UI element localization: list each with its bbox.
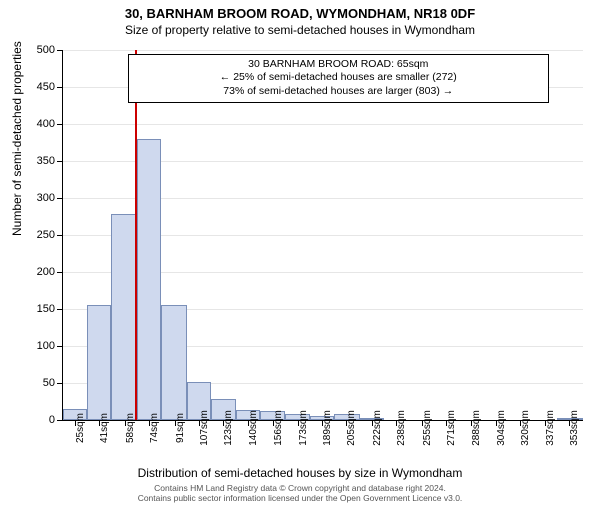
x-tick-label: 205sqm (346, 410, 357, 446)
histogram-bar (137, 139, 161, 420)
x-tick-label: 304sqm (496, 410, 507, 446)
page-title: 30, BARNHAM BROOM ROAD, WYMONDHAM, NR18 … (0, 6, 600, 21)
annotation-line: 30 BARNHAM BROOM ROAD: 65sqm (135, 58, 542, 72)
histogram-bar (87, 305, 111, 420)
attribution-text: Contains HM Land Registry data © Crown c… (0, 484, 600, 504)
x-tick-label: 320sqm (520, 410, 531, 446)
y-tick-label: 500 (37, 44, 55, 56)
x-tick-label: 91sqm (175, 413, 186, 443)
histogram-bar (161, 305, 187, 420)
x-tick-label: 140sqm (248, 410, 259, 446)
y-tick (57, 87, 63, 88)
x-tick-label: 74sqm (149, 413, 160, 443)
y-tick (57, 420, 63, 421)
y-tick (57, 124, 63, 125)
y-tick-label: 100 (37, 340, 55, 352)
y-tick-label: 300 (37, 192, 55, 204)
x-tick-label: 189sqm (322, 410, 333, 446)
annotation-line: ← 25% of semi-detached houses are smalle… (135, 71, 542, 85)
y-tick (57, 309, 63, 310)
y-tick-label: 400 (37, 118, 55, 130)
y-axis-title: Number of semi-detached properties (10, 41, 24, 236)
x-tick-label: 123sqm (223, 410, 234, 446)
y-tick (57, 161, 63, 162)
x-tick-label: 337sqm (545, 410, 556, 446)
y-tick-label: 0 (49, 414, 55, 426)
page-subtitle: Size of property relative to semi-detach… (0, 23, 600, 37)
x-tick-label: 173sqm (298, 410, 309, 446)
x-tick-label: 222sqm (372, 410, 383, 446)
x-tick-label: 255sqm (422, 410, 433, 446)
grid-line (63, 124, 583, 125)
annotation-line: 73% of semi-detached houses are larger (… (135, 85, 542, 99)
x-tick-label: 288sqm (471, 410, 482, 446)
grid-line (63, 50, 583, 51)
annotation-box: 30 BARNHAM BROOM ROAD: 65sqm← 25% of sem… (128, 54, 549, 103)
x-tick-label: 41sqm (99, 413, 110, 443)
y-tick (57, 383, 63, 384)
y-tick (57, 346, 63, 347)
reference-line (135, 50, 137, 420)
histogram-plot: 05010015020025030035040045050025sqm41sqm… (62, 50, 583, 421)
x-tick-label: 353sqm (569, 410, 580, 446)
y-tick (57, 198, 63, 199)
y-tick-label: 350 (37, 155, 55, 167)
y-tick-label: 150 (37, 303, 55, 315)
y-tick-label: 200 (37, 266, 55, 278)
x-tick-label: 107sqm (199, 410, 210, 446)
x-tick-label: 58sqm (125, 413, 136, 443)
y-tick (57, 272, 63, 273)
x-tick-label: 271sqm (446, 410, 457, 446)
x-tick-label: 238sqm (396, 410, 407, 446)
y-tick-label: 250 (37, 229, 55, 241)
attribution-line: Contains public sector information licen… (0, 494, 600, 504)
y-tick-label: 450 (37, 81, 55, 93)
x-axis-title: Distribution of semi-detached houses by … (0, 466, 600, 480)
histogram-bar (111, 214, 137, 420)
x-tick-label: 25sqm (75, 413, 86, 443)
x-tick-label: 156sqm (273, 410, 284, 446)
y-tick-label: 50 (43, 377, 55, 389)
y-tick (57, 235, 63, 236)
y-tick (57, 50, 63, 51)
